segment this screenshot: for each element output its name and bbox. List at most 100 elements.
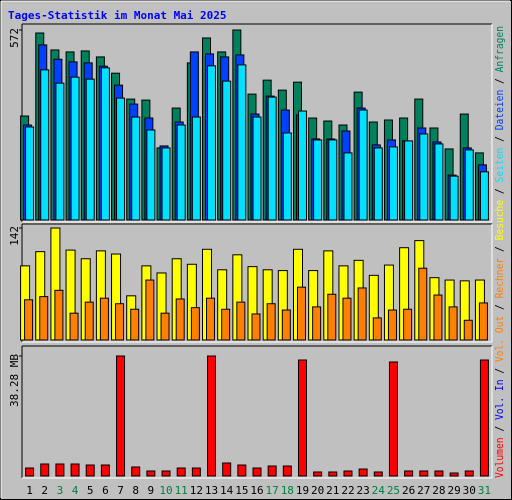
bar bbox=[116, 97, 126, 221]
bar bbox=[25, 126, 35, 221]
legend-entry: Rechner bbox=[493, 257, 506, 298]
chart-title: Tages-Statistik im Monat Mai 2025 bbox=[8, 9, 227, 22]
x-tick-label: 28 bbox=[432, 484, 445, 497]
legend-entry: Seiten bbox=[493, 148, 506, 183]
bar bbox=[281, 309, 291, 341]
y-tick-label: 142 bbox=[8, 226, 21, 246]
bar bbox=[434, 143, 444, 221]
legend: Volumen / Vol. In / Vol. Out / Rechner /… bbox=[493, 26, 506, 478]
x-tick-label: 8 bbox=[132, 484, 139, 497]
bar bbox=[131, 466, 141, 477]
bar bbox=[449, 175, 459, 221]
bar bbox=[160, 312, 170, 341]
bar bbox=[176, 467, 186, 477]
bar bbox=[146, 470, 156, 477]
bar bbox=[25, 467, 35, 477]
x-tick-label: 23 bbox=[357, 484, 370, 497]
x-tick-label: 14 bbox=[220, 484, 234, 497]
bar bbox=[419, 470, 429, 477]
x-tick-label: 19 bbox=[296, 484, 309, 497]
x-tick-label: 29 bbox=[447, 484, 460, 497]
x-tick-label: 13 bbox=[205, 484, 218, 497]
bar bbox=[55, 82, 65, 221]
bar bbox=[419, 133, 429, 221]
x-tick-label: 6 bbox=[102, 484, 109, 497]
bar bbox=[190, 307, 200, 341]
bar bbox=[69, 312, 79, 341]
bar bbox=[115, 303, 125, 341]
x-tick-label: 17 bbox=[266, 484, 279, 497]
bar bbox=[343, 470, 353, 477]
bar bbox=[191, 116, 201, 221]
bar bbox=[464, 149, 474, 221]
legend-entry: Volumen bbox=[493, 437, 506, 478]
bar bbox=[313, 471, 323, 477]
bar bbox=[328, 471, 338, 477]
bar bbox=[434, 470, 444, 477]
bar bbox=[388, 146, 398, 221]
bar bbox=[161, 470, 171, 477]
bar bbox=[24, 299, 34, 341]
bar bbox=[252, 116, 262, 221]
bar bbox=[479, 359, 489, 477]
legend-separator: / bbox=[493, 130, 506, 147]
x-tick-label: 20 bbox=[311, 484, 324, 497]
x-tick-label: 24 bbox=[372, 484, 386, 497]
bar bbox=[297, 359, 307, 477]
bar bbox=[84, 301, 94, 341]
x-tick-label: 26 bbox=[402, 484, 415, 497]
x-tick-label: 4 bbox=[72, 484, 79, 497]
legend-separator: / bbox=[493, 240, 506, 257]
bar bbox=[404, 470, 414, 477]
bar bbox=[130, 308, 140, 341]
bar bbox=[373, 147, 383, 221]
legend-entry: Dateien bbox=[493, 90, 506, 131]
bar bbox=[221, 308, 231, 341]
bar bbox=[99, 297, 109, 341]
x-tick-label: 2 bbox=[41, 484, 48, 497]
bar bbox=[191, 467, 201, 477]
bar bbox=[100, 464, 110, 477]
x-tick-label: 25 bbox=[387, 484, 400, 497]
bar bbox=[207, 355, 217, 477]
bar bbox=[342, 297, 352, 341]
x-tick-label: 3 bbox=[57, 484, 64, 497]
panel bbox=[22, 346, 492, 478]
bar bbox=[54, 289, 64, 341]
bar bbox=[70, 463, 80, 477]
y-tick-label: 572 bbox=[8, 28, 21, 48]
bar bbox=[206, 297, 216, 341]
bar bbox=[40, 463, 50, 477]
bar bbox=[70, 76, 80, 221]
bar bbox=[313, 139, 323, 221]
bar bbox=[207, 65, 217, 221]
bar bbox=[252, 467, 262, 477]
x-tick-label: 27 bbox=[417, 484, 430, 497]
legend-separator: / bbox=[493, 72, 506, 89]
legend-separator: / bbox=[493, 182, 506, 199]
x-tick-label: 15 bbox=[235, 484, 248, 497]
y-tick-label: 38.28 MB bbox=[8, 354, 21, 407]
x-tick-label: 12 bbox=[190, 484, 203, 497]
bar bbox=[39, 296, 49, 341]
legend-entry: Anfragen bbox=[493, 26, 506, 72]
bar bbox=[116, 355, 126, 477]
bar bbox=[449, 472, 459, 477]
bar bbox=[328, 139, 338, 221]
bar bbox=[222, 462, 232, 477]
bar bbox=[282, 465, 292, 477]
bar bbox=[100, 67, 110, 221]
bar bbox=[236, 301, 246, 341]
bar bbox=[372, 317, 382, 341]
legend-entry: Vol. Out bbox=[493, 316, 506, 362]
bar bbox=[343, 152, 353, 221]
bar bbox=[175, 298, 185, 341]
bar bbox=[266, 303, 276, 341]
bar bbox=[373, 471, 383, 477]
bar bbox=[327, 293, 337, 341]
bar bbox=[404, 140, 414, 221]
bar bbox=[267, 465, 277, 477]
legend-separator: / bbox=[493, 298, 506, 315]
legend-separator: / bbox=[493, 420, 506, 437]
